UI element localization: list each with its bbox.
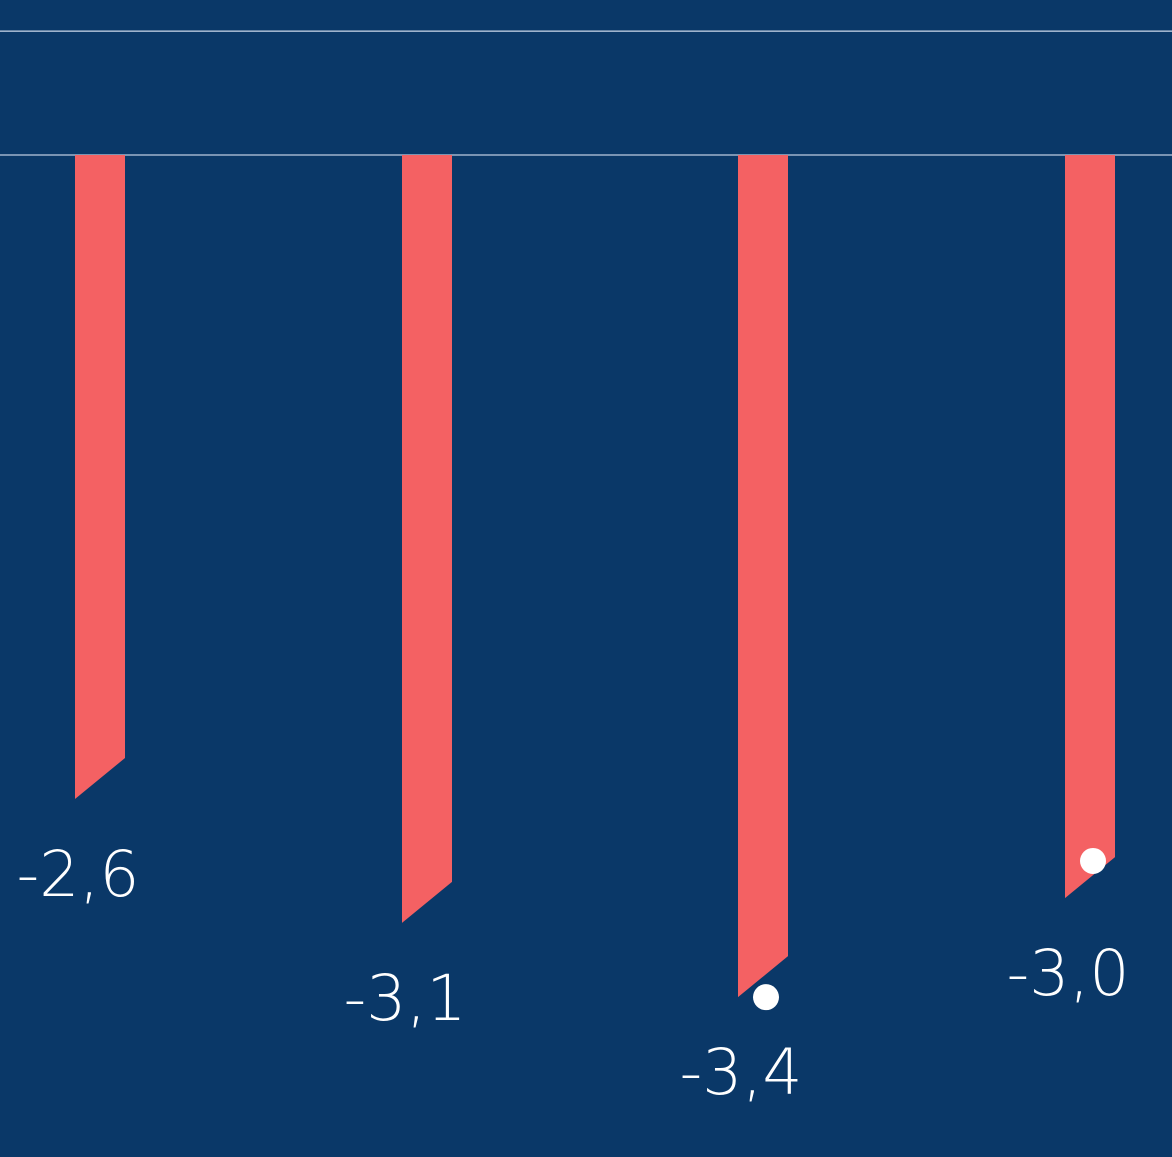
data-label: -2,6 — [17, 838, 140, 911]
data-label: -3,1 — [344, 962, 467, 1035]
marker-group — [753, 847, 1106, 1011]
data-label: -3,4 — [680, 1036, 803, 1109]
bar — [738, 155, 788, 998]
gridline-group — [0, 30, 1172, 156]
marker-dot — [1080, 847, 1106, 874]
data-label-group: -2,6 -3,1 -3,4 -3,0 — [17, 838, 1130, 1109]
bar — [1065, 155, 1115, 899]
marker-dot — [753, 984, 779, 1011]
bar — [402, 155, 452, 923]
bar — [75, 155, 125, 800]
data-label: -3,0 — [1007, 937, 1130, 1010]
bar-group — [75, 155, 1115, 998]
